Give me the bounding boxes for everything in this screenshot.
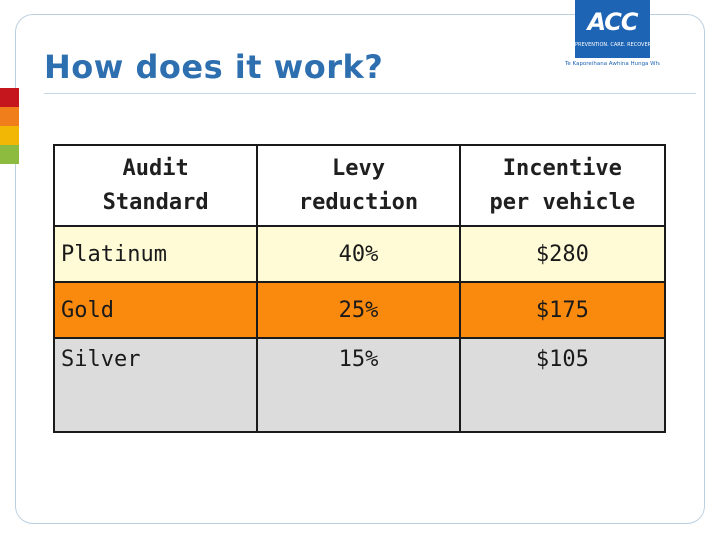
header-line: Levy <box>331 155 385 181</box>
logo-subtitle: PREVENTION. CARE. RECOVERY. <box>575 42 650 48</box>
header-line: Audit <box>122 155 189 181</box>
cell-incentive: $105 <box>458 337 667 433</box>
levy-table: Audit Standard Levy reduction Incentive … <box>52 144 667 433</box>
cell-incentive: $175 <box>458 281 667 339</box>
header-line: Standard <box>102 189 209 215</box>
side-bar-green <box>0 145 19 164</box>
logo-tagline: Te Kaporeihana Awhina Hunga Whara <box>565 61 660 67</box>
header-line: per vehicle <box>489 189 636 215</box>
side-bar-orange <box>0 107 19 126</box>
side-bar-red <box>0 88 19 107</box>
header-audit-standard: Audit Standard <box>52 144 259 227</box>
header-line: reduction <box>298 189 419 215</box>
table-row-gold: Gold 25% $175 <box>52 281 667 339</box>
cell-incentive: $280 <box>458 225 667 283</box>
header-levy-reduction: Levy reduction <box>256 144 461 227</box>
cell-levy-reduction: 25% <box>256 281 461 339</box>
cell-standard: Gold <box>52 281 259 339</box>
cell-levy-reduction: 40% <box>256 225 461 283</box>
acc-logo: ACC PREVENTION. CARE. RECOVERY. Te Kapor… <box>565 0 660 75</box>
slide-frame <box>15 14 705 524</box>
title-divider <box>44 93 696 94</box>
logo-mark: ACC <box>587 8 638 36</box>
logo-box: ACC PREVENTION. CARE. RECOVERY. <box>575 0 650 58</box>
table-header-row: Audit Standard Levy reduction Incentive … <box>52 144 667 227</box>
table-row-silver: Silver 15% $105 <box>52 337 667 433</box>
table-row-platinum: Platinum 40% $280 <box>52 225 667 283</box>
cell-standard: Silver <box>52 337 259 433</box>
cell-standard: Platinum <box>52 225 259 283</box>
side-bar-yellow <box>0 126 19 145</box>
header-line: Incentive <box>502 155 622 181</box>
header-incentive: Incentive per vehicle <box>458 144 667 227</box>
cell-levy-reduction: 15% <box>256 337 461 433</box>
page-title: How does it work? <box>44 48 384 86</box>
side-color-bars <box>0 88 19 164</box>
